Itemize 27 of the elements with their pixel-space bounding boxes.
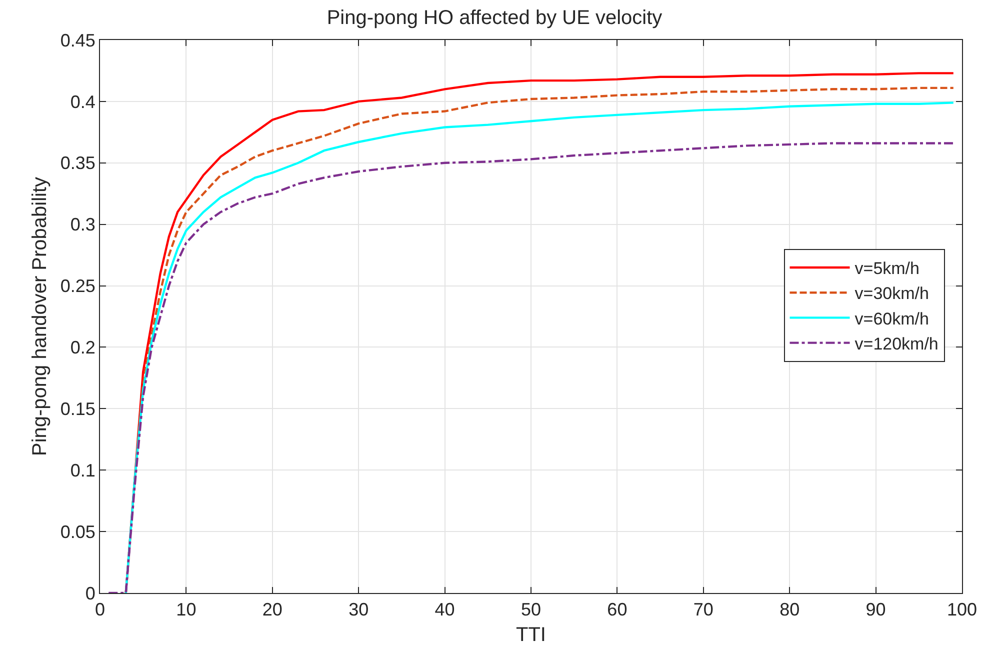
y-tick-label: 0.1	[70, 460, 96, 480]
y-tick-label: 0.25	[60, 276, 96, 296]
x-tick-label: 50	[520, 600, 542, 620]
legend-label: v=120km/h	[854, 334, 938, 354]
legend-label: v=60km/h	[854, 309, 929, 328]
y-tick-label: 0.4	[70, 92, 96, 112]
x-tick-label: 40	[434, 600, 455, 620]
x-tick-label: 90	[866, 600, 886, 620]
y-tick-label: 0.2	[70, 338, 96, 358]
legend-label: v=5km/h	[854, 259, 920, 278]
y-tick-label: 0	[85, 583, 96, 604]
y-axis-title: Ping-pong handover Probability	[28, 176, 51, 456]
x-tick-label: 100	[946, 600, 978, 620]
chart-title: Ping-pong HO affected by UE velocity	[326, 7, 662, 30]
x-tick-label: 30	[348, 600, 369, 620]
y-tick-label: 0.35	[60, 153, 96, 174]
x-tick-label: 20	[262, 600, 282, 620]
x-tick-label: 10	[176, 600, 196, 620]
x-tick-label: 80	[780, 600, 800, 620]
y-tick-label: 0.3	[70, 214, 96, 235]
x-axis-title: TTI	[516, 624, 546, 646]
x-tick-label: 60	[607, 600, 628, 620]
y-tick-label: 0.45	[60, 30, 96, 50]
legend-label: v=30km/h	[854, 284, 929, 304]
x-tick-label: 70	[693, 600, 714, 620]
y-tick-label: 0.05	[60, 522, 96, 542]
y-tick-label: 0.15	[60, 398, 96, 419]
